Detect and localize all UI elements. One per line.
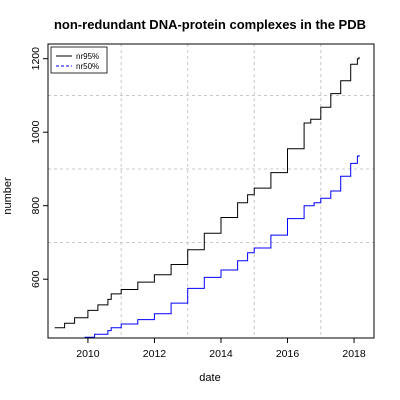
x-axis-title: date — [199, 372, 220, 384]
x-tick-label-2012: 2012 — [143, 348, 167, 360]
x-tick-label-2018: 2018 — [342, 348, 366, 360]
y-axis: 600 800 1000 1200 — [30, 47, 48, 288]
legend-label-nr95: nr95% — [76, 52, 99, 61]
chart-title: non-redundant DNA-protein complexes in t… — [54, 17, 366, 32]
grid — [48, 44, 374, 338]
x-axis: 2010 2012 2014 2016 2018 — [76, 338, 366, 360]
plot-frame — [47, 43, 375, 339]
x-tick-label-2010: 2010 — [76, 348, 100, 360]
y-tick-label-1200: 1200 — [30, 47, 42, 71]
y-axis-title: number — [2, 177, 14, 215]
x-tick-label-2016: 2016 — [276, 348, 300, 360]
legend-label-nr50: nr50% — [76, 62, 99, 71]
legend: nr95% nr50% — [50, 46, 108, 74]
series-line-nr50% — [84, 155, 360, 338]
x-tick-label-2014: 2014 — [209, 348, 233, 360]
series-line-nr95% — [54, 56, 360, 329]
series-group — [54, 56, 360, 338]
y-tick-label-600: 600 — [30, 270, 42, 288]
legend-box — [50, 46, 108, 74]
y-tick-label-800: 800 — [30, 197, 42, 215]
y-tick-label-1000: 1000 — [30, 120, 42, 144]
